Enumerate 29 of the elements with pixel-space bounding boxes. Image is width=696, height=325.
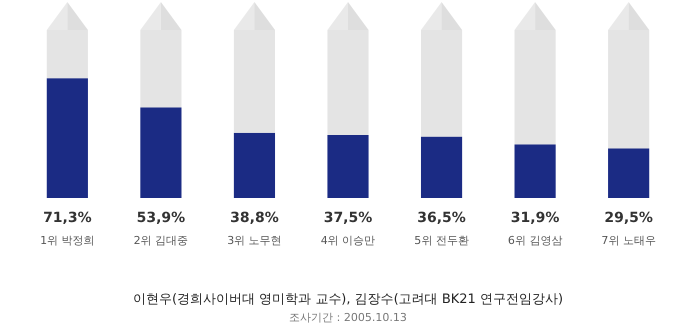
bar	[327, 30, 369, 135]
text: 이현우(경희사이버대 영미학과 교수), 김장수(고려대 BK21 연구전임강사)	[132, 292, 564, 307]
data-label: 53,9%	[136, 210, 186, 226]
bar	[140, 30, 182, 108]
bar	[608, 148, 650, 198]
bar	[234, 132, 276, 198]
data-label: 38,8%	[230, 210, 279, 226]
data-label: 36,5%	[417, 210, 466, 226]
x-tick-label: 2위 김대중	[134, 234, 188, 247]
x-tick-label: 6위 김영삼	[508, 234, 562, 247]
data-label: 29,5%	[604, 210, 653, 226]
bar	[608, 30, 650, 148]
bar	[420, 30, 462, 137]
data-label: 37,5%	[324, 210, 372, 226]
bar	[514, 144, 556, 198]
x-tick-label: 5위 전두환	[414, 234, 469, 247]
x-tick-label: 7위 노태우	[601, 234, 656, 247]
text: 조사기간 : 2005.10.13	[289, 311, 407, 324]
bar	[514, 30, 556, 144]
data-label: 31,9%	[510, 210, 560, 226]
bar	[234, 30, 276, 133]
x-tick-label: 1위 박정희	[40, 234, 95, 247]
x-tick-label: 4위 이승만	[320, 234, 376, 247]
bar	[140, 107, 182, 198]
bar	[327, 135, 369, 198]
bar	[420, 136, 462, 198]
data-label: 71,3%	[43, 210, 92, 226]
x-tick-label: 3위 노무현	[227, 234, 282, 247]
bar	[46, 78, 88, 198]
